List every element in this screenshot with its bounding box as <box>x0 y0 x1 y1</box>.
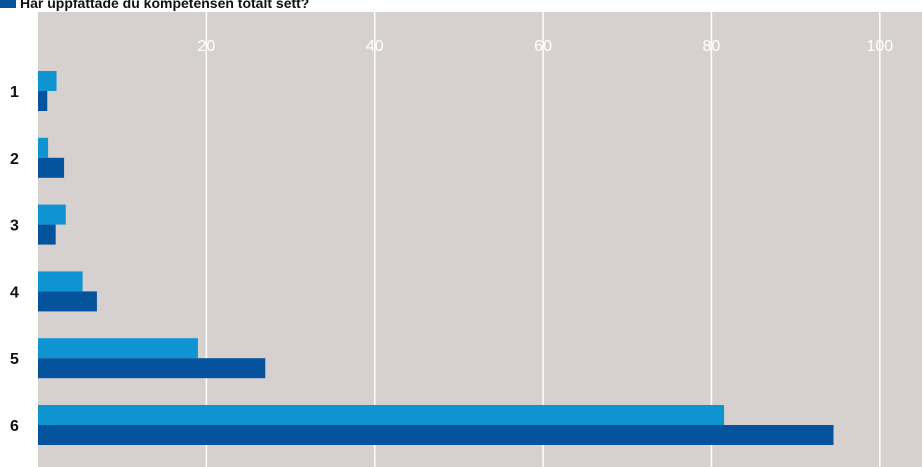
x-tick-label: 40 <box>366 38 384 55</box>
bar <box>38 204 66 225</box>
x-tick-label: 100 <box>866 38 893 55</box>
bar <box>38 405 725 425</box>
bar <box>38 425 834 445</box>
bar <box>38 358 266 379</box>
bar <box>38 224 56 245</box>
bar <box>38 291 97 312</box>
legend-swatch <box>0 0 16 8</box>
bar <box>38 91 48 111</box>
bar <box>38 137 49 158</box>
category-label: 2 <box>10 151 19 168</box>
category-label: 5 <box>10 351 19 368</box>
bar <box>38 271 83 292</box>
x-tick-label: 60 <box>534 38 552 55</box>
category-label: 1 <box>10 84 19 101</box>
chart-title: Har uppfattade du kompetensen totalt set… <box>20 0 310 11</box>
bar <box>38 71 57 91</box>
bar <box>38 338 198 359</box>
plot-background <box>38 12 922 467</box>
x-tick-label: 20 <box>197 38 215 55</box>
bar <box>38 157 65 178</box>
x-tick-label: 80 <box>703 38 721 55</box>
category-label: 3 <box>10 218 19 235</box>
category-label: 6 <box>10 418 19 435</box>
legend: Har uppfattade du kompetensen totalt set… <box>0 0 309 12</box>
category-label: 4 <box>10 284 19 301</box>
